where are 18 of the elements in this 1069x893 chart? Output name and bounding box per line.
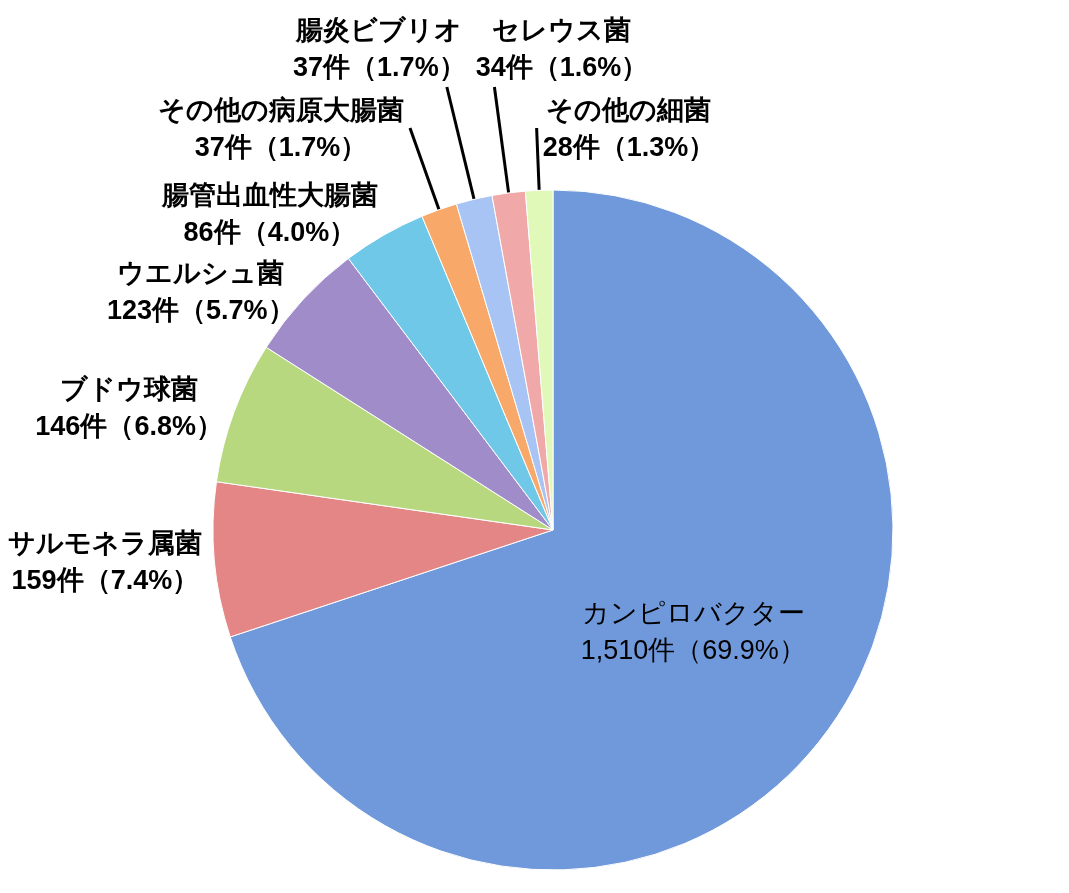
- data-label: 37件（1.7%）: [194, 131, 368, 162]
- data-label: 28件（1.3%）: [542, 131, 716, 162]
- slice-label: ウエルシュ菌: [117, 257, 285, 288]
- data-label: 159件（7.4%）: [11, 564, 200, 595]
- slice-label: カンピロバクター: [581, 597, 805, 628]
- data-label: 123件（5.7%）: [106, 294, 295, 325]
- slice-label: ブドウ球菌: [60, 374, 199, 405]
- slice-label: 腸炎ビブリオ: [295, 14, 463, 45]
- slice-label: その他の病原大腸菌: [157, 94, 404, 125]
- slice-label: サルモネラ属菌: [8, 527, 203, 558]
- data-label: 1,510件（69.9%）: [580, 634, 806, 665]
- slice-label: セレウス菌: [492, 14, 632, 45]
- slice-label: 腸管出血性大腸菌: [160, 179, 378, 210]
- data-label: 37件（1.7%）: [293, 51, 466, 82]
- data-label: 34件（1.6%）: [475, 51, 649, 82]
- data-label: 146件（6.8%）: [35, 411, 223, 442]
- slice-label: その他の細菌: [546, 94, 712, 125]
- data-label: 86件（4.0%）: [183, 216, 357, 247]
